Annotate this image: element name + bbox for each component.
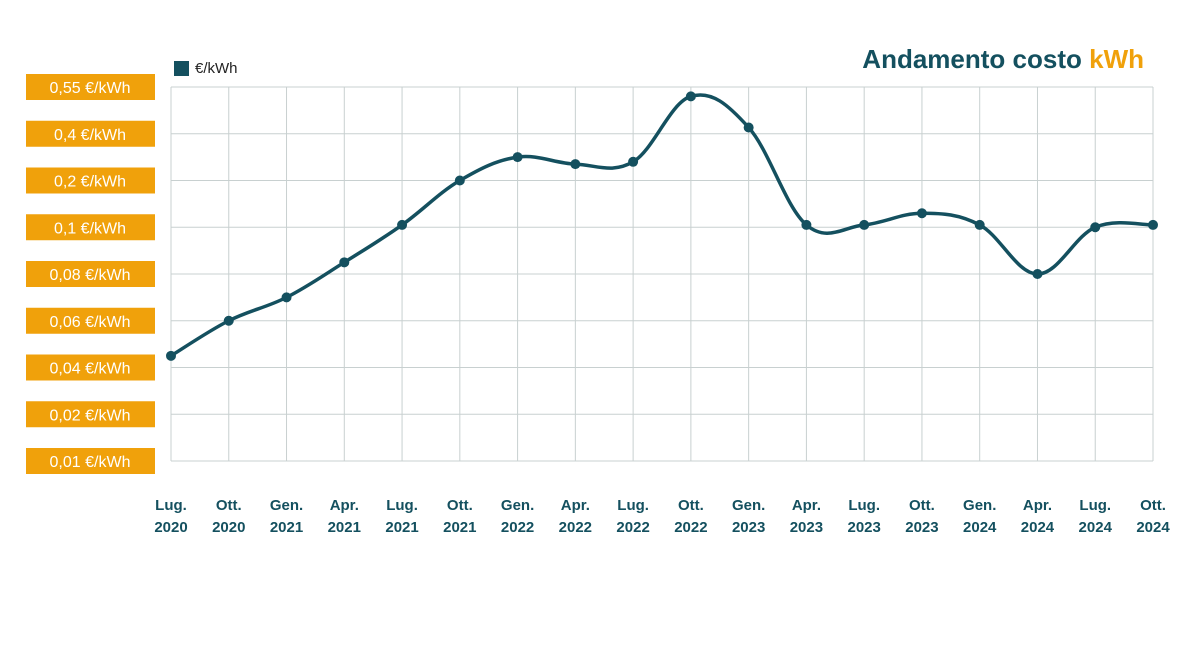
y-tick-box xyxy=(26,214,155,241)
x-tick-label: 2023 xyxy=(732,519,765,536)
data-point xyxy=(628,156,639,167)
y-tick-label: 0,2 €/kWh xyxy=(54,174,126,191)
data-point xyxy=(859,219,870,230)
x-tick-label: 2022 xyxy=(674,519,707,536)
x-tick-label: Ott. xyxy=(447,497,473,514)
data-point xyxy=(974,219,985,230)
x-tick-label: 2022 xyxy=(616,519,649,536)
y-tick-label: 0,06 €/kWh xyxy=(50,314,131,331)
x-tick-label: 2023 xyxy=(905,519,938,536)
x-tick-label: 2024 xyxy=(963,519,997,536)
x-tick-label: Ott. xyxy=(216,497,242,514)
x-tick-label: 2022 xyxy=(559,519,592,536)
x-tick-label: Lug. xyxy=(155,497,187,514)
legend-swatch xyxy=(174,61,189,76)
y-tick-box xyxy=(26,261,155,287)
x-tick-label: 2021 xyxy=(385,519,418,536)
x-tick-label: 2021 xyxy=(443,519,476,536)
data-point xyxy=(1148,219,1158,230)
y-tick-label: 0,55 €/kWh xyxy=(50,80,131,97)
x-tick-label: 2020 xyxy=(212,519,245,536)
data-point xyxy=(743,122,754,133)
y-tick-label: 0,04 €/kWh xyxy=(50,361,131,378)
x-tick-label: 2021 xyxy=(328,519,361,536)
data-point xyxy=(454,175,465,186)
y-tick-box xyxy=(26,74,155,100)
x-tick-label: Ott. xyxy=(678,497,704,514)
x-tick-label: 2024 xyxy=(1079,519,1113,536)
x-tick-label: 2023 xyxy=(847,519,880,536)
data-point xyxy=(339,257,350,268)
data-point xyxy=(397,219,408,230)
y-tick-label: 0,02 €/kWh xyxy=(50,407,131,424)
x-tick-label: Apr. xyxy=(330,497,359,514)
data-point xyxy=(512,152,523,163)
x-tick-label: Apr. xyxy=(792,497,821,514)
data-point xyxy=(685,91,696,102)
x-tick-label: Ott. xyxy=(909,497,935,514)
x-tick-label: Gen. xyxy=(501,497,534,514)
x-tick-label: Lug. xyxy=(848,497,880,514)
x-tick-label: 2024 xyxy=(1136,519,1170,536)
y-tick-box xyxy=(26,167,155,194)
chart-title-accent: kWh xyxy=(1089,44,1144,74)
legend-label: €/kWh xyxy=(195,60,238,77)
x-tick-label: 2024 xyxy=(1021,519,1055,536)
x-tick-label: Lug. xyxy=(1079,497,1111,514)
x-tick-label: Apr. xyxy=(1023,497,1052,514)
x-tick-label: 2022 xyxy=(501,519,534,536)
x-tick-label: Gen. xyxy=(963,497,996,514)
y-tick-box xyxy=(26,401,155,428)
data-point xyxy=(916,208,927,219)
y-tick-label: 0,4 €/kWh xyxy=(54,127,126,144)
y-tick-label: 0,01 €/kWh xyxy=(50,454,131,471)
data-point xyxy=(166,350,176,361)
x-tick-label: Apr. xyxy=(561,497,590,514)
chart-title: Andamento costo kWh xyxy=(862,44,1144,75)
x-tick-label: 2020 xyxy=(154,519,187,536)
data-point xyxy=(281,292,292,303)
y-tick-box xyxy=(26,307,155,334)
data-point xyxy=(1090,222,1101,233)
y-tick-box xyxy=(26,354,155,381)
x-tick-label: 2021 xyxy=(270,519,303,536)
data-point xyxy=(1032,269,1043,279)
chart-title-main: Andamento costo xyxy=(862,44,1082,74)
y-tick-box xyxy=(26,448,155,474)
legend: €/kWh xyxy=(174,60,238,77)
x-tick-label: Gen. xyxy=(732,497,765,514)
y-tick-label: 0,08 €/kWh xyxy=(50,267,131,284)
y-tick-label: 0,1 €/kWh xyxy=(54,220,126,237)
data-point xyxy=(223,315,234,326)
x-tick-label: Lug. xyxy=(617,497,649,514)
x-tick-label: Lug. xyxy=(386,497,418,514)
data-point xyxy=(570,159,581,170)
x-tick-label: Gen. xyxy=(270,497,303,514)
x-tick-label: 2023 xyxy=(790,519,823,536)
data-point xyxy=(801,219,812,230)
y-tick-box xyxy=(26,120,155,147)
x-tick-label: Ott. xyxy=(1140,497,1166,514)
